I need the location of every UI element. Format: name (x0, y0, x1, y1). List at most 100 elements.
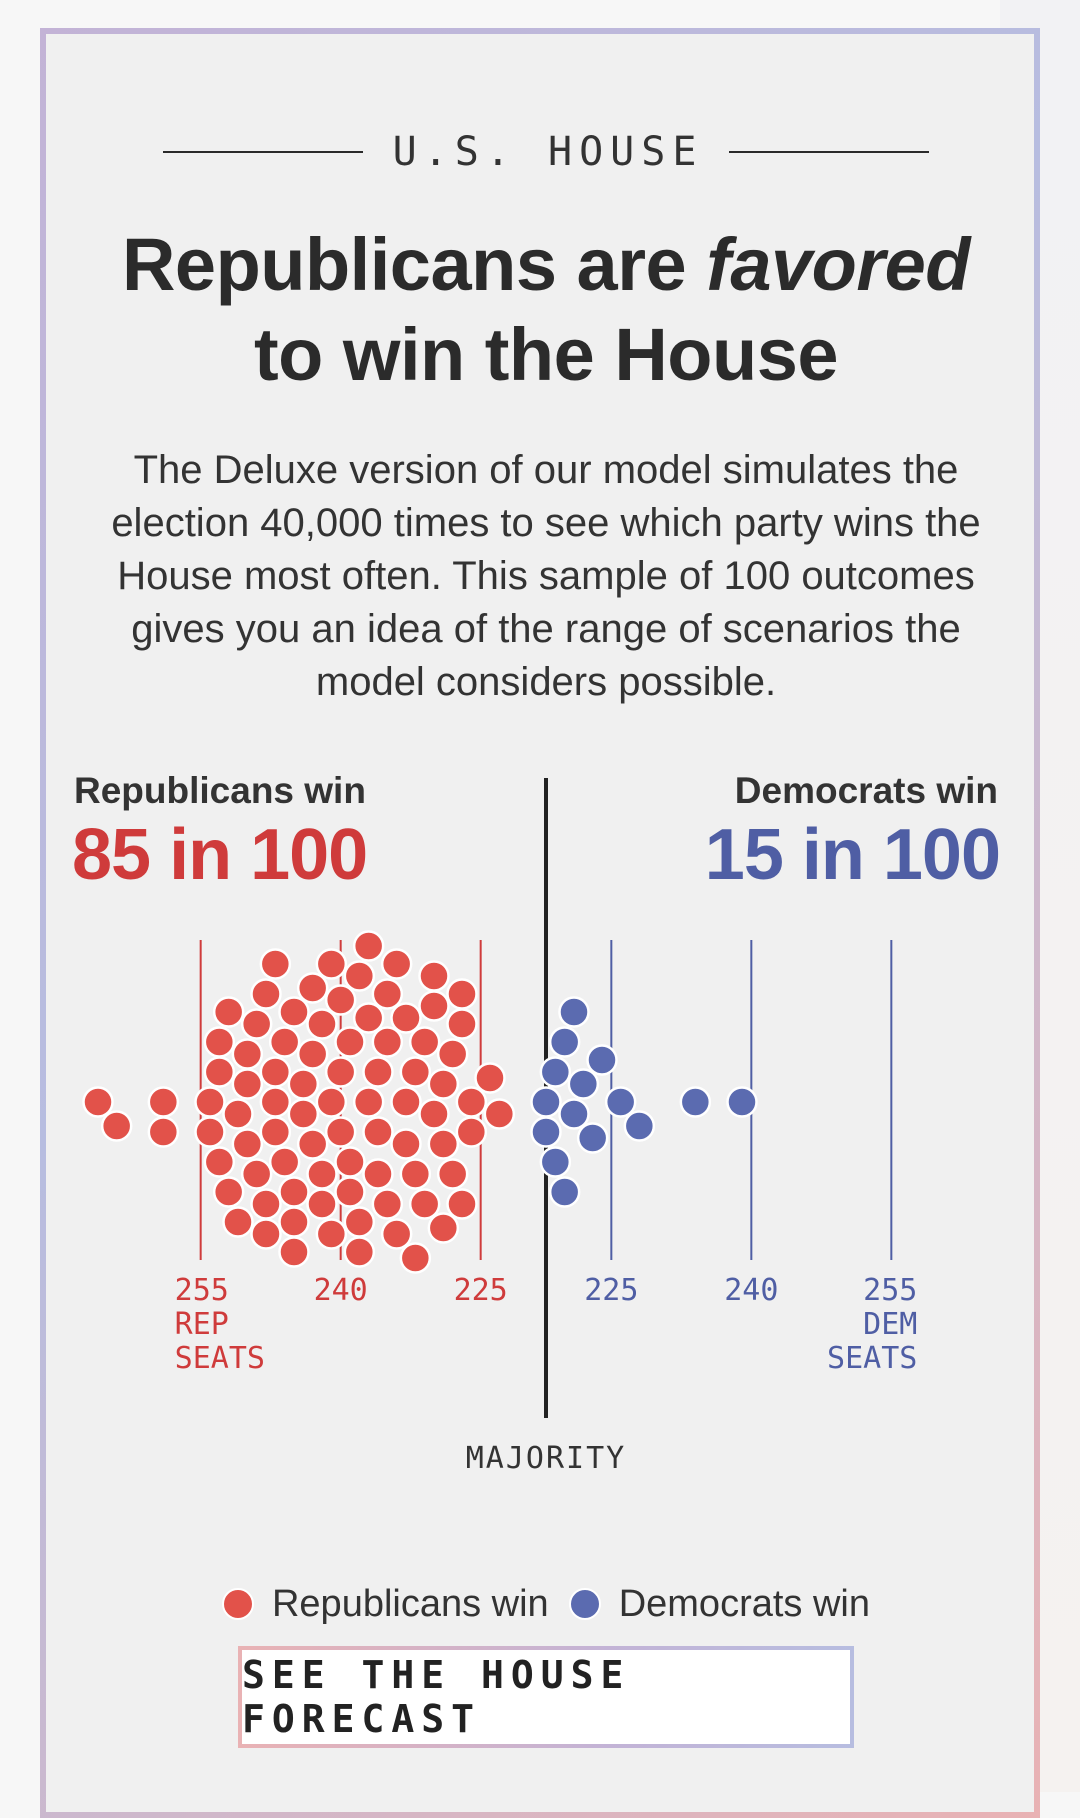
rep-tick-label-240: 240 (314, 1273, 368, 1308)
rep-outcome-dot-48 (343, 1206, 376, 1238)
rep-outcome-dot-30 (278, 1236, 310, 1268)
dem-outcome-dot-5 (548, 1176, 581, 1208)
rep-outcome-dot-13 (231, 1068, 264, 1100)
rep-outcome-dot-76 (436, 1038, 469, 1070)
rep-outcome-dot-19 (250, 978, 282, 1010)
dem-outcome-dot-0 (530, 1086, 562, 1118)
rep-outcome-dot-52 (352, 1002, 385, 1034)
rep-outcome-dot-55 (362, 1056, 394, 1088)
dem-outcome-dot-13 (679, 1086, 712, 1118)
rep-outcome-dot-9 (212, 1176, 245, 1208)
rep-outcome-dot-3 (147, 1116, 180, 1148)
rep-outcome-dot-27 (278, 1176, 310, 1208)
eyebrow-label: U.S. HOUSE (392, 129, 704, 175)
rep-outcome-dot-70 (418, 1098, 450, 1130)
rep-outcome-dot-34 (296, 1038, 329, 1070)
rep-outcome-dot-37 (306, 1008, 338, 1040)
rep-outcome-dot-62 (390, 1086, 422, 1118)
rep-outcome-dot-11 (222, 1098, 254, 1130)
rep-outcome-dot-7 (203, 1146, 236, 1178)
dem-tick-label-225: 225 (584, 1273, 638, 1308)
dem-outcome-dot-10 (586, 1044, 618, 1076)
dem-outcome-dot-7 (558, 996, 590, 1028)
rep-outcome-dot-78 (446, 1008, 478, 1040)
description: The Deluxe version of our model simulate… (111, 448, 981, 704)
rep-outcome-dot-1 (100, 1110, 133, 1142)
rep-outcome-dot-56 (362, 1158, 394, 1190)
rep-outcome-dot-51 (352, 1086, 385, 1118)
see-forecast-button[interactable]: SEE THE HOUSE FORECAST (238, 1646, 854, 1748)
rep-outcome-dot-81 (455, 1086, 488, 1118)
rep-outcome-dot-82 (455, 1116, 488, 1148)
rep-outcome-dot-15 (231, 1038, 264, 1070)
rep-outcome-dot-6 (203, 1056, 236, 1088)
rep-outcome-dot-72 (418, 960, 450, 992)
rep-outcome-dot-26 (268, 1026, 301, 1058)
headline: Republicans are favored to win the House (66, 220, 1026, 400)
rep-outcome-dot-84 (483, 1098, 516, 1130)
headline-emphasis: favored (706, 223, 971, 306)
legend-item-dem: Democrats win (568, 1582, 870, 1626)
rep-outcome-dot-20 (250, 1218, 282, 1250)
dem-tick-label-240: 240 (724, 1273, 778, 1308)
rep-outcome-dot-4 (194, 1086, 226, 1118)
rep-outcome-dot-23 (259, 1056, 292, 1088)
rep-outcome-dot-73 (427, 1068, 460, 1100)
majority-label: MAJORITY (466, 1441, 627, 1476)
dem-tick-label-255-sub2: SEATS (827, 1341, 917, 1376)
rep-outcome-dot-2 (147, 1086, 180, 1118)
rep-outcome-dot-44 (324, 984, 357, 1016)
rep-outcome-dot-28 (278, 996, 310, 1028)
dem-outcome-dot-4 (548, 1026, 581, 1058)
rep-outcome-dot-67 (399, 1242, 432, 1274)
legend-rep-swatch (221, 1588, 254, 1620)
rep-tick-label-255: 255 (175, 1273, 229, 1308)
rep-outcome-dot-50 (343, 1236, 376, 1268)
rep-outcome-dot-47 (334, 1176, 366, 1208)
rep-outcome-dot-79 (446, 1188, 478, 1220)
rep-outcome-dot-33 (296, 1128, 329, 1160)
rep-outcome-dot-46 (334, 1026, 366, 1058)
legend-dem-swatch (568, 1588, 601, 1620)
dem-win-label: Democrats win (734, 770, 998, 811)
rep-outcome-dot-66 (399, 1158, 432, 1190)
headline-pre: Republicans are (121, 223, 707, 306)
dem-outcome-dot-9 (576, 1122, 609, 1154)
rep-outcome-dot-74 (427, 1128, 460, 1160)
rep-outcome-dot-80 (446, 978, 478, 1010)
rep-outcome-dot-5 (194, 1116, 226, 1148)
rep-outcome-dot-83 (474, 1062, 506, 1094)
rep-outcome-dot-12 (222, 1206, 254, 1238)
dem-win-value: 15 in 100 (704, 815, 1001, 895)
dem-outcome-dot-1 (530, 1116, 562, 1148)
dem-outcome-dot-11 (604, 1086, 637, 1118)
rep-outcome-dot-21 (259, 1086, 292, 1118)
eyebrow-rule-left (162, 151, 363, 153)
legend-dem-label: Democrats win (618, 1582, 870, 1625)
rep-outcome-dot-32 (287, 1068, 320, 1100)
rep-outcome-dot-64 (390, 1002, 422, 1034)
rep-outcome-dot-29 (278, 1206, 310, 1238)
rep-outcome-dot-45 (334, 1146, 366, 1178)
rep-outcome-dot-0 (82, 1086, 114, 1118)
legend-item-rep: Republicans win (221, 1582, 549, 1626)
eyebrow-rule-right (729, 151, 930, 153)
rep-outcome-dot-61 (380, 948, 413, 980)
rep-outcome-dot-38 (306, 1188, 338, 1220)
rep-outcome-dot-60 (380, 1218, 413, 1250)
rep-outcome-dot-41 (315, 948, 348, 980)
rep-outcome-dot-63 (390, 1128, 422, 1160)
headline-post: to win the House (254, 313, 839, 396)
rep-outcome-dot-36 (306, 1158, 338, 1190)
rep-outcome-dot-57 (371, 1026, 404, 1058)
dem-outcome-dot-12 (623, 1110, 656, 1142)
dem-tick-label-255: 255 (863, 1273, 917, 1308)
rep-tick-label-255-sub1: REP (175, 1307, 229, 1342)
rep-outcome-dot-39 (315, 1086, 348, 1118)
rep-outcome-dot-71 (418, 990, 450, 1022)
section-eyebrow: U.S. HOUSE (46, 122, 1046, 182)
rep-outcome-dot-40 (315, 1218, 348, 1250)
rep-outcome-dot-69 (408, 1188, 441, 1220)
rep-outcome-dot-42 (324, 1116, 357, 1148)
legend-rep-label: Republicans win (271, 1582, 549, 1625)
